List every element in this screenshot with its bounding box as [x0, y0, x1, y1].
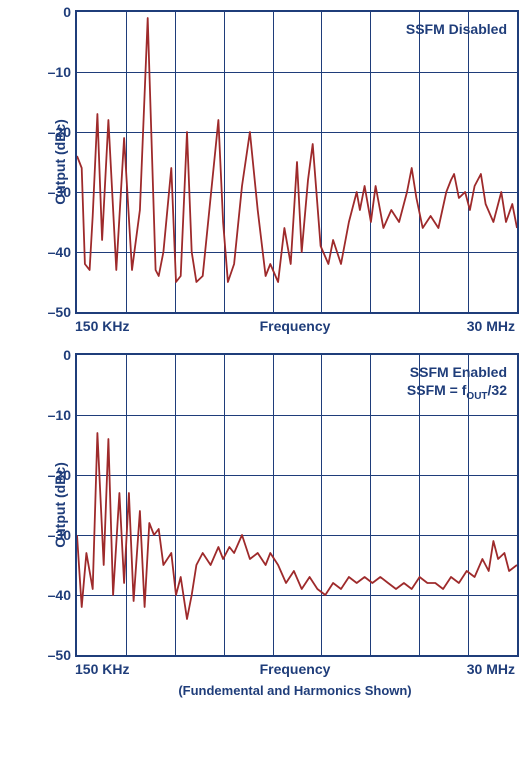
y-tick: –10 [39, 407, 71, 423]
grid-line [321, 355, 322, 655]
grid-line [175, 355, 176, 655]
y-tick: –50 [39, 647, 71, 663]
grid-line [321, 12, 322, 312]
y-axis-label: Output (dBc) [52, 119, 68, 205]
x-max-label: 30 MHz [467, 661, 515, 677]
y-tick: –40 [39, 244, 71, 260]
y-tick: 0 [39, 347, 71, 363]
y-tick: –10 [39, 64, 71, 80]
grid-line [468, 12, 469, 312]
grid-line [77, 252, 517, 253]
y-tick: 0 [39, 4, 71, 20]
x-labels: 150 KHz Frequency 30 MHz [75, 318, 515, 338]
chart-0: 0–10–20–30–40–50Output (dBc)SSFM Disable… [10, 10, 519, 338]
chart-legend: SSFM Disabled [406, 20, 507, 38]
grid-line [224, 12, 225, 312]
grid-line [419, 12, 420, 312]
grid-line [273, 12, 274, 312]
x-max-label: 30 MHz [467, 318, 515, 334]
y-axis-label: Output (dBc) [52, 462, 68, 548]
x-axis-label: Frequency [260, 661, 331, 677]
grid-line [77, 72, 517, 73]
grid-line [370, 355, 371, 655]
grid-line [224, 355, 225, 655]
x-axis-label: Frequency [260, 318, 331, 334]
grid-line [370, 12, 371, 312]
grid-line [77, 192, 517, 193]
grid-line [126, 12, 127, 312]
plot-area: 0–10–20–30–40–50Output (dBc)SSFM Enabled… [75, 353, 519, 657]
chart-1: 0–10–20–30–40–50Output (dBc)SSFM Enabled… [10, 353, 519, 698]
x-axis-sublabel: (Fundemental and Harmonics Shown) [75, 683, 515, 698]
grid-line [77, 595, 517, 596]
grid-line [175, 12, 176, 312]
grid-line [77, 132, 517, 133]
grid-line [77, 475, 517, 476]
y-tick: –50 [39, 304, 71, 320]
grid-line [77, 415, 517, 416]
y-tick: –40 [39, 587, 71, 603]
grid-line [126, 355, 127, 655]
grid-line [77, 535, 517, 536]
chart-legend: SSFM EnabledSSFM = fOUT/32 [407, 363, 507, 403]
x-labels: 150 KHz Frequency 30 MHz [75, 661, 515, 681]
x-min-label: 150 KHz [75, 318, 129, 334]
spectrum-trace [77, 12, 517, 312]
plot-area: 0–10–20–30–40–50Output (dBc)SSFM Disable… [75, 10, 519, 314]
x-min-label: 150 KHz [75, 661, 129, 677]
grid-line [273, 355, 274, 655]
